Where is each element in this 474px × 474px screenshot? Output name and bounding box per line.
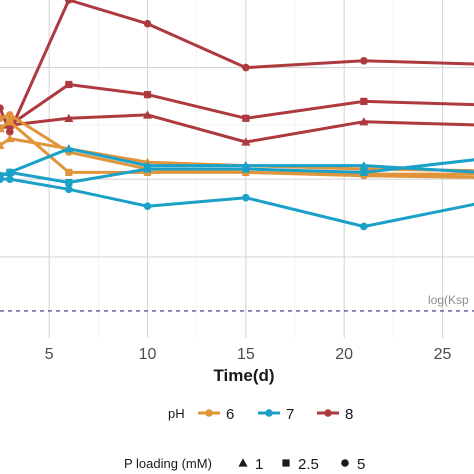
data-point-ph7-p5	[143, 202, 152, 210]
data-point-ph8-p2.5	[242, 114, 250, 122]
x-tick-labels: 5 10 15 20 25	[45, 346, 452, 363]
x-axis-title: Time(d)	[213, 366, 274, 385]
legend-p-loading-key-5	[341, 459, 349, 467]
data-point-ph7-p5	[242, 193, 250, 202]
legend-p-loading-title: P loading (mM)	[124, 456, 212, 471]
legend-ph-label-7: 7	[286, 406, 294, 423]
data-point-ph7-p5	[360, 222, 368, 231]
data-point-ph6-p2.5	[65, 168, 73, 176]
x-tick-label: 5	[45, 346, 54, 363]
legend-p-loading-label-1: 1	[255, 456, 263, 473]
legend-ph-label-6: 6	[226, 406, 234, 423]
data-point-ph8-p2.5	[65, 80, 73, 89]
data-point-ph7-p1	[142, 161, 153, 170]
data-point-ph6-p1	[0, 140, 5, 150]
data-point-ph6-p1	[5, 133, 15, 143]
data-point-ph8-p2.5	[143, 91, 152, 99]
data-point-ph7-p5	[6, 175, 14, 183]
data-point-ph8-p5	[360, 57, 368, 65]
data-point-ph8-p2.5	[360, 97, 368, 105]
data-point-ph8-p5	[143, 19, 152, 28]
data-point-ph7-p2.5	[65, 178, 73, 187]
x-tick-label: 10	[139, 346, 157, 363]
series-layer	[0, 0, 474, 231]
data-point-ph8-p1	[142, 110, 153, 119]
data-point-ph8-p5	[6, 128, 14, 136]
legend-ph-key-dot-8	[324, 409, 332, 417]
series-line-ph8-p5	[0, 0, 474, 134]
data-point-ph8-p5	[65, 0, 73, 4]
data-point-ph6-p5	[6, 111, 14, 119]
data-point-ph6-p2.5	[6, 118, 14, 126]
data-point-ph6-p2.5	[0, 124, 4, 133]
reference-line-label: log(Ksp	[428, 293, 469, 307]
x-tick-label: 20	[335, 346, 353, 363]
data-point-ph7-p1	[241, 161, 251, 170]
legend-ph-title: pH	[168, 406, 185, 421]
data-point-ph7-p2.5	[360, 168, 368, 176]
data-point-ph7-p1	[5, 167, 15, 177]
legend-ph: pH 6 7 8	[168, 406, 353, 423]
legend-ph-key-dot-6	[205, 409, 213, 417]
x-tick-label: 15	[237, 346, 255, 363]
data-point-ph8-p1	[241, 137, 251, 146]
data-point-ph8-p1	[64, 113, 74, 122]
legend-p-loading-key-2.5	[282, 459, 290, 467]
data-point-ph8-p5	[0, 104, 4, 112]
legend-p-loading-key-1	[238, 458, 248, 467]
data-point-ph8-p1	[359, 117, 369, 126]
legend-p-loading-label-5: 5	[357, 456, 365, 473]
legend-p-loading-label-2.5: 2.5	[298, 456, 319, 473]
legend-ph-key-dot-7	[265, 409, 273, 417]
data-point-ph6-p5	[0, 114, 4, 123]
legend-p-loading: P loading (mM) 1 2.5 5	[124, 456, 365, 473]
data-point-ph7-p1	[359, 161, 369, 170]
data-point-ph7-p1	[64, 144, 74, 153]
series-line-ph7-p5	[0, 177, 474, 228]
data-point-ph7-p1	[0, 171, 5, 180]
data-point-ph7-p5	[65, 185, 73, 194]
data-point-ph8-p5	[242, 63, 250, 72]
x-tick-label: 25	[434, 346, 452, 363]
legend-ph-label-8: 8	[345, 406, 353, 423]
